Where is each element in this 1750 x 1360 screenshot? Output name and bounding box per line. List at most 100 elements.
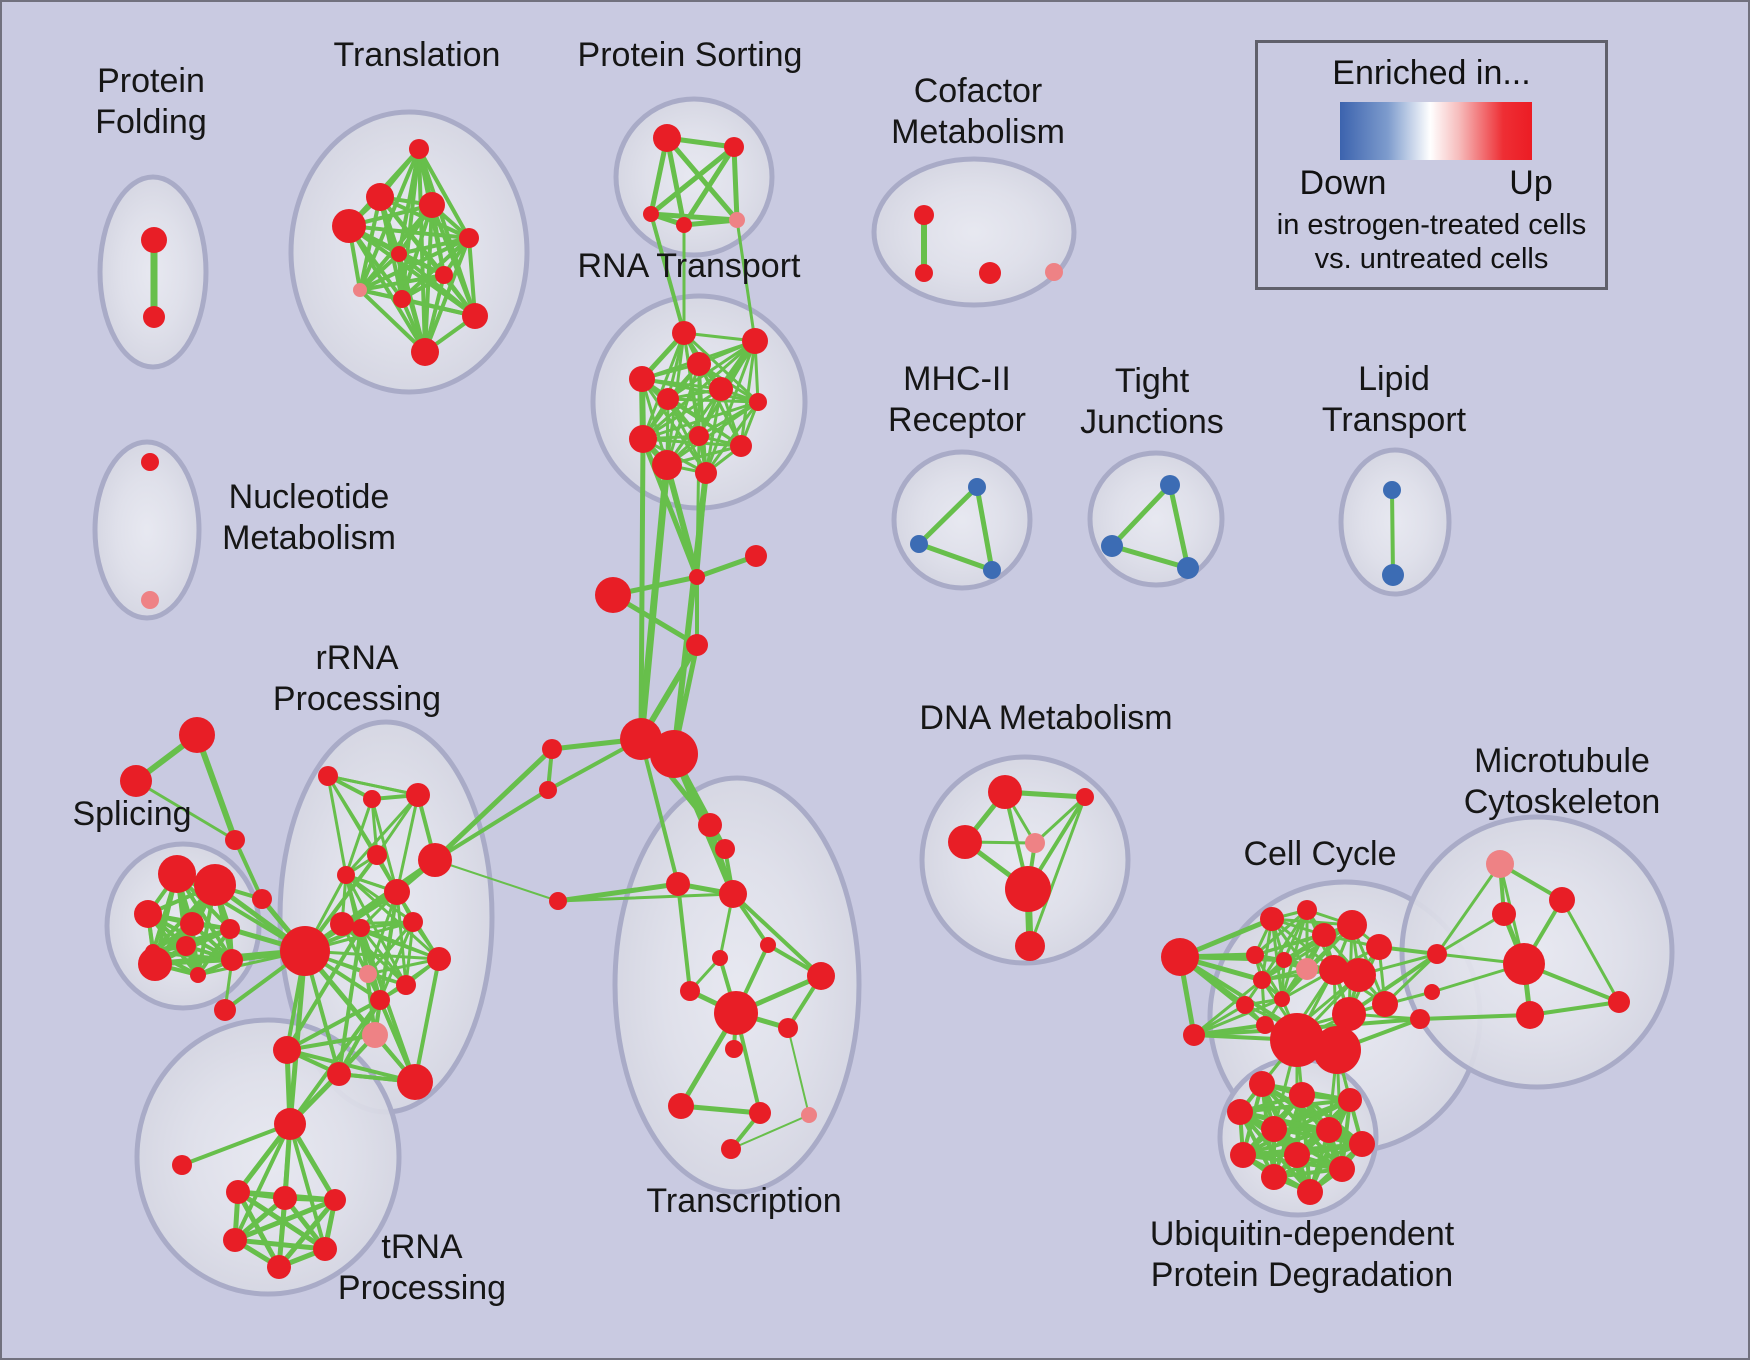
gene-set-node (695, 462, 717, 484)
gene-set-node (652, 450, 682, 480)
gene-set-node (724, 137, 744, 157)
gene-set-node (1276, 952, 1292, 968)
gene-set-node (273, 1186, 297, 1210)
enrichment-edge (433, 788, 550, 862)
gene-set-node (721, 1139, 741, 1159)
cluster-label-mhc-ii-receptor: Receptor (888, 401, 1026, 439)
gene-set-node (391, 246, 407, 262)
gene-set-node (1372, 991, 1398, 1017)
enrichment-edge (739, 339, 757, 448)
gene-set-node (1549, 887, 1575, 913)
gene-set-node (1101, 535, 1123, 557)
gene-set-node (988, 775, 1022, 809)
gene-set-node (719, 880, 747, 908)
gene-set-node (362, 1022, 388, 1048)
enrichment-edge (682, 331, 760, 404)
enrichment-edge (637, 461, 671, 743)
enrichment-edge (417, 147, 471, 240)
enrichment-edge (288, 1122, 327, 1251)
gene-set-node (595, 577, 631, 613)
enrichment-edge (649, 212, 686, 335)
gene-set-node (179, 717, 215, 753)
gene-set-node (687, 352, 711, 376)
cluster-label-protein-folding: Protein (97, 62, 205, 100)
gene-set-node (226, 1180, 250, 1204)
enrichment-edge (344, 797, 374, 877)
gene-set-node (1183, 1024, 1205, 1046)
cluster-trna-processing (134, 1017, 402, 1297)
gene-set-node (745, 545, 767, 567)
gene-set-node (1383, 481, 1401, 499)
legend-up-label: Up (1509, 164, 1553, 202)
cluster-label-protein-sorting: Protein Sorting (578, 36, 803, 74)
gene-set-node (643, 206, 659, 222)
cluster-cofactor-metabolism (871, 156, 1077, 308)
enrichment-edge (395, 793, 420, 894)
gene-set-node (419, 192, 445, 218)
gene-set-node (406, 783, 430, 807)
gene-set-node (418, 843, 452, 877)
gene-set-node (141, 227, 167, 253)
cluster-label-lipid-transport: Transport (1322, 401, 1467, 439)
enrichment-edge (397, 236, 471, 256)
gene-set-node (397, 1064, 433, 1100)
legend-gradient-bar (1340, 102, 1532, 160)
enrichment-edge (1192, 978, 1264, 1037)
gene-set-node (1338, 1088, 1362, 1112)
enrichment-edge (358, 273, 446, 292)
enrichment-edge (326, 774, 348, 877)
gene-set-node (668, 1093, 694, 1119)
enrichment-edge (641, 331, 686, 441)
enrichment-edge (340, 922, 408, 987)
enrichment-edge (413, 957, 441, 1084)
enrichment-edge (555, 881, 681, 904)
cluster-label-cofactor-metabolism: Cofactor (914, 72, 1043, 110)
legend-caption-line2: vs. untreated cells (1314, 243, 1549, 275)
gene-set-node (352, 919, 370, 937)
enrichment-edge (638, 436, 646, 742)
gene-set-node (1297, 900, 1317, 920)
gene-set-node (729, 212, 745, 228)
enrichment-edge (378, 890, 399, 1002)
gene-set-node (330, 912, 354, 936)
gene-set-node (403, 912, 423, 932)
enrichment-edge (1109, 482, 1173, 549)
cluster-label-lipid-transport: Lipid (1358, 360, 1430, 398)
enrichment-edge (704, 400, 760, 475)
cluster-label-tight-junctions: Tight (1115, 362, 1190, 400)
enrichment-edge (704, 339, 757, 475)
gene-set-node (252, 889, 272, 909)
gene-set-node (172, 1155, 192, 1175)
gene-set-node (1045, 263, 1063, 281)
gene-set-node (715, 839, 735, 859)
gene-set-node (983, 561, 1001, 579)
gene-set-node (190, 967, 206, 983)
gene-set-node (1246, 946, 1264, 964)
gene-set-node (220, 919, 240, 939)
gene-set-node (1297, 1179, 1323, 1205)
gene-set-node (712, 950, 728, 966)
gene-set-node (459, 228, 479, 248)
enrichment-edge (1528, 1000, 1621, 1017)
gene-set-node (370, 990, 390, 1010)
gene-set-node (666, 872, 690, 896)
gene-set-node (1261, 1116, 1287, 1142)
gene-set-node (1319, 955, 1349, 985)
gene-set-node (1608, 991, 1630, 1013)
enrichment-edge (1347, 952, 1439, 1016)
enrichment-edge (347, 224, 427, 354)
gene-set-node (979, 262, 1001, 284)
gene-set-node (1227, 1099, 1253, 1125)
gene-set-node (359, 965, 377, 983)
gene-set-node (1316, 1117, 1342, 1143)
gene-set-node (176, 936, 196, 956)
gene-set-node (1076, 788, 1094, 806)
gene-set-node (915, 264, 933, 282)
gene-set-node (760, 937, 776, 953)
enrichment-edge (366, 957, 441, 976)
gene-set-node (629, 366, 655, 392)
gene-set-node (313, 1237, 337, 1261)
cluster-label-translation: Translation (334, 36, 501, 74)
